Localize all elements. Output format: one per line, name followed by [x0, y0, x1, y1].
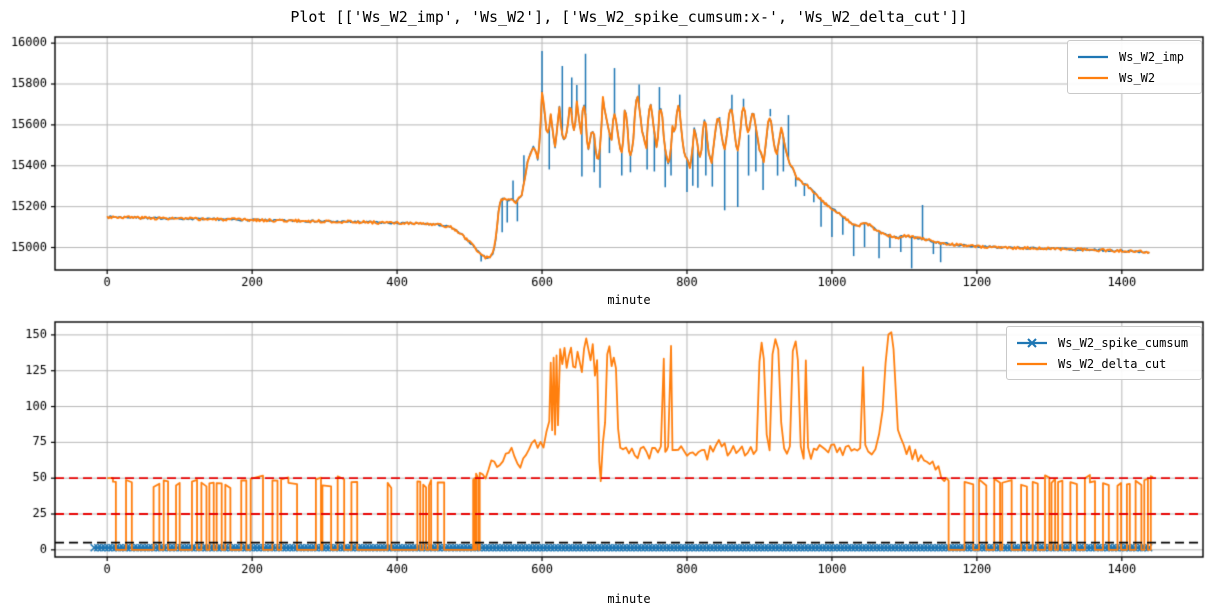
top-legend: Ws_W2_imp Ws_W2 — [1067, 40, 1202, 94]
figure-title: Plot [['Ws_W2_imp', 'Ws_W2'], ['Ws_W2_sp… — [290, 8, 968, 26]
legend-entry: Ws_W2 — [1076, 67, 1193, 88]
legend-label: Ws_W2 — [1119, 70, 1156, 85]
legend-entry: Ws_W2_delta_cut — [1015, 353, 1193, 374]
bottom-xaxis-label: minute — [607, 592, 651, 606]
line-swatch-icon — [1078, 76, 1108, 79]
bottom-legend: Ws_W2_spike_cumsum Ws_W2_delta_cut — [1006, 326, 1202, 380]
line-swatch-icon — [1017, 362, 1047, 365]
legend-entry: Ws_W2_spike_cumsum — [1015, 332, 1193, 353]
legend-entry: Ws_W2_imp — [1076, 46, 1193, 67]
line-x-marker-swatch-icon — [1017, 337, 1047, 348]
legend-label: Ws_W2_delta_cut — [1058, 356, 1167, 371]
legend-label: Ws_W2_imp — [1119, 49, 1185, 64]
legend-label: Ws_W2_spike_cumsum — [1058, 335, 1189, 350]
line-swatch-icon — [1078, 55, 1108, 58]
top-xaxis-label: minute — [607, 293, 651, 307]
